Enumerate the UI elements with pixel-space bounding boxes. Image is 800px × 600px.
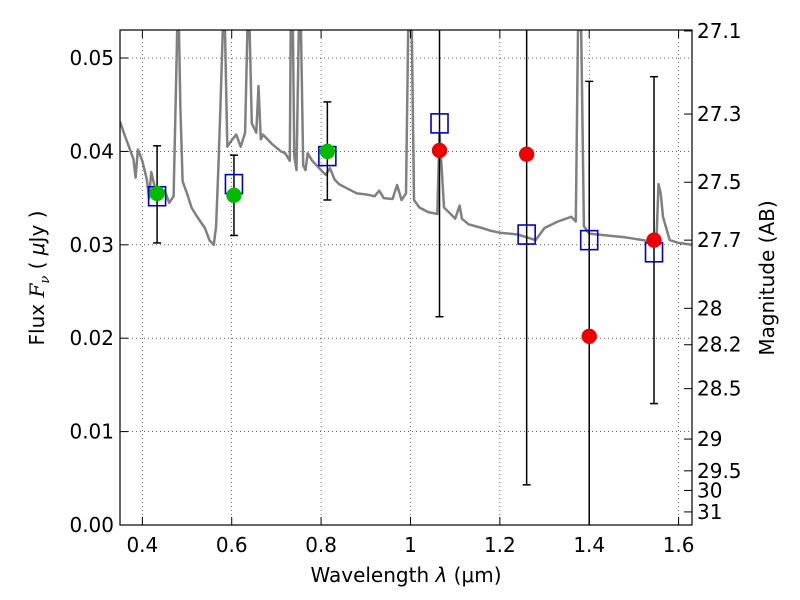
- y-tick-label: 0.02: [69, 326, 114, 350]
- x-tick-label: 1.4: [573, 533, 605, 557]
- plot-area: [120, 30, 692, 525]
- y-tick-label: 0.03: [69, 233, 114, 257]
- model-photometry-square: [517, 224, 536, 245]
- x-tick-label: 1.6: [663, 533, 695, 557]
- y2-tick-label: 29.5: [697, 459, 742, 483]
- y2-tick-label: 31: [697, 500, 722, 524]
- y2-tick-label: 28.5: [697, 377, 742, 401]
- non-detection-point: [581, 328, 597, 345]
- non-detection-point: [431, 142, 448, 159]
- model-photometry-square: [579, 229, 599, 251]
- non-detection-point: [646, 232, 662, 248]
- y-axis-label: Flux Fν ( μJy ): [25, 211, 53, 346]
- y2-tick-label: 27.7: [697, 228, 742, 252]
- axis-ticks: 0.4 0.6 0.8 1 1.2 1.4 1.6 0.00 0.01 0.02 0.03 0.04 0…: [69, 19, 741, 557]
- x-axis-label: Wavelength λ (μm): [310, 563, 501, 587]
- x-tick-label: 1.2: [484, 533, 516, 557]
- y2-tick-label: 27.5: [697, 170, 742, 194]
- x-tick-label: 0.6: [216, 533, 248, 557]
- y-tick-label: 0.00: [69, 513, 114, 537]
- x-tick-label: 1: [404, 533, 417, 557]
- y-tick-label: 0.04: [69, 139, 114, 163]
- model-photometry-square: [430, 113, 449, 134]
- y2-tick-label: 29: [697, 427, 722, 451]
- y2-axis-label: Magnitude (AB): [755, 200, 779, 355]
- y-tick-label: 0.05: [69, 46, 114, 70]
- detection-point: [226, 187, 242, 204]
- x-tick-label: 0.4: [126, 533, 158, 557]
- y2-tick-label: 27.1: [697, 19, 742, 43]
- y2-tick-label: 30: [697, 478, 722, 502]
- spectrum-line: [120, 30, 692, 247]
- detection-point: [149, 185, 165, 202]
- y2-tick-label: 27.3: [697, 102, 742, 126]
- y-tick-label: 0.01: [69, 420, 114, 444]
- x-tick-label: 0.8: [305, 533, 337, 557]
- y2-tick-label: 28.2: [697, 333, 742, 357]
- non-detection-point: [518, 146, 535, 162]
- detection-point: [319, 143, 336, 160]
- plot-frame: [119, 29, 693, 526]
- y2-tick-label: 28: [697, 296, 722, 320]
